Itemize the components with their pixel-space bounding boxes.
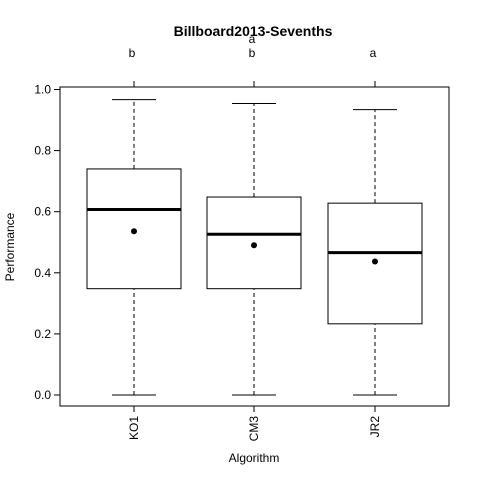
group-letter: b [249, 46, 256, 60]
y-tick-label: 0.4 [34, 266, 51, 280]
y-tick-label: 1.0 [34, 83, 51, 97]
y-axis: 0.0 0.2 0.4 0.6 0.8 1.0 [34, 83, 60, 402]
x-axis-title: Algorithm [229, 451, 280, 465]
group-letter: b [129, 46, 136, 60]
y-axis-title: Performance [3, 212, 17, 281]
y-tick-label: 0.2 [34, 327, 51, 341]
box-jr2 [327, 109, 423, 396]
x-tick-label: CM3 [247, 416, 261, 442]
mean-point [251, 242, 257, 249]
x-tick-label: JR2 [368, 416, 382, 438]
x-axis: KO1 CM3 JR2 [127, 81, 382, 441]
box-series [86, 99, 423, 396]
y-tick-label: 0.6 [34, 205, 51, 219]
y-tick-label: 0.8 [34, 144, 51, 158]
box-ko1 [86, 99, 182, 396]
y-tick-label: 0.0 [34, 388, 51, 402]
group-letters: bab a [129, 32, 377, 60]
chart-title: Billboard2013-Sevenths [174, 23, 333, 39]
group-letter: a [370, 46, 377, 60]
group-letter: a [249, 32, 256, 46]
mean-point [131, 228, 137, 235]
mean-point [372, 258, 378, 265]
box-cm3 [206, 103, 302, 396]
x-tick-label: KO1 [127, 416, 141, 440]
